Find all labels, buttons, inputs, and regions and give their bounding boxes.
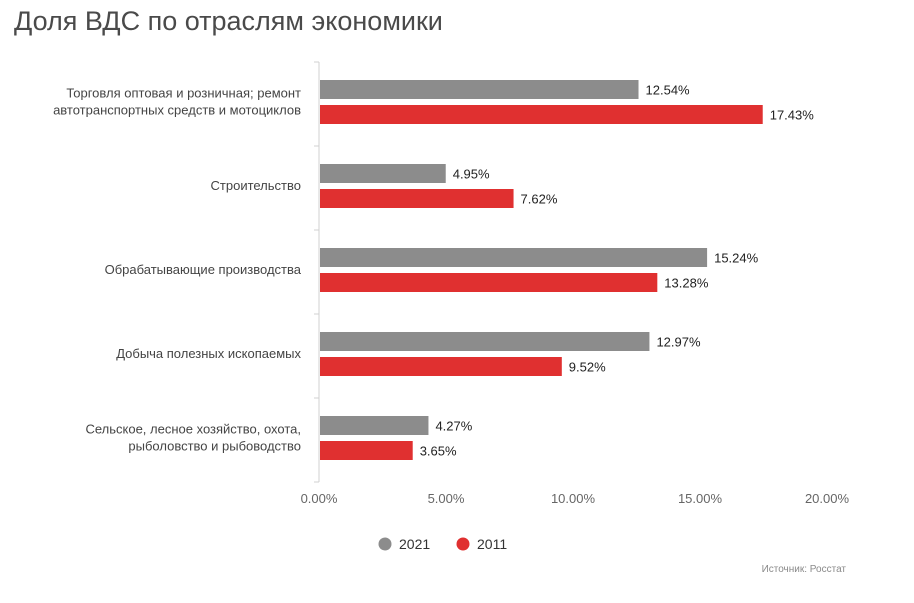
data-label: 13.28% <box>664 276 709 291</box>
category-label: Обрабатывающие производства <box>105 262 302 277</box>
bar-2011 <box>320 441 413 460</box>
legend-label-2021: 2021 <box>399 536 430 552</box>
bar-2021 <box>320 416 429 435</box>
data-label: 7.62% <box>521 192 558 207</box>
data-label: 3.65% <box>420 444 457 459</box>
bar-2021 <box>320 80 639 99</box>
category-label: рыболовство и рыбоводство <box>128 439 301 454</box>
bar-2021 <box>320 332 650 351</box>
bar-2011 <box>320 105 763 124</box>
legend-label-2011: 2011 <box>477 536 507 552</box>
data-label: 4.27% <box>435 419 472 434</box>
category-label: Строительство <box>211 178 301 193</box>
data-label: 4.95% <box>453 167 490 182</box>
data-label: 17.43% <box>770 108 815 123</box>
category-label: Добыча полезных ископаемых <box>116 346 301 361</box>
category-label: автотранспортных средств и мотоциклов <box>53 103 301 118</box>
bar-2011 <box>320 357 562 376</box>
x-tick-label: 10.00% <box>551 491 596 506</box>
data-label: 15.24% <box>714 251 759 266</box>
bar-2011 <box>320 189 514 208</box>
data-label: 12.97% <box>656 335 701 350</box>
chart-title: Доля ВДС по отраслям экономики <box>14 6 443 36</box>
bar-2021 <box>320 164 446 183</box>
bar-2021 <box>320 248 708 267</box>
data-label: 9.52% <box>569 360 606 375</box>
legend-marker-2011 <box>456 537 470 551</box>
bar-2011 <box>320 273 658 292</box>
x-tick-label: 20.00% <box>805 491 850 506</box>
category-label: Сельское, лесное хозяйство, охота, <box>85 422 301 437</box>
data-label: 12.54% <box>646 83 691 98</box>
legend-marker-2021 <box>378 537 392 551</box>
x-tick-label: 5.00% <box>428 491 465 506</box>
source-note: Источник: Росстат <box>761 564 846 575</box>
x-tick-label: 0.00% <box>301 491 338 506</box>
category-label: Торговля оптовая и розничная; ремонт <box>66 86 301 101</box>
x-tick-label: 15.00% <box>678 491 723 506</box>
